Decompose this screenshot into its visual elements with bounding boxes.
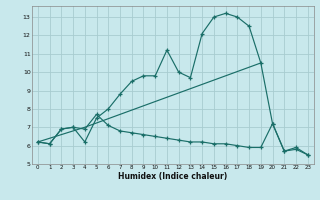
X-axis label: Humidex (Indice chaleur): Humidex (Indice chaleur) — [118, 172, 228, 181]
